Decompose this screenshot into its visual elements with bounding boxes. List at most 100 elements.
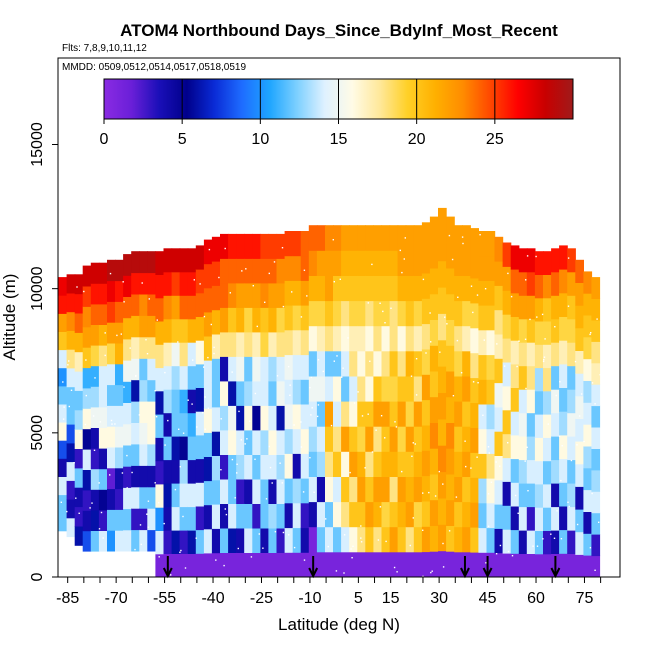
heat-cell (292, 428, 302, 454)
heat-cell (349, 526, 358, 553)
heat-cell (389, 501, 399, 528)
heat-cell (252, 405, 261, 431)
heat-cell (551, 248, 560, 273)
heat-cell (502, 362, 512, 387)
heat-cell (462, 376, 471, 402)
heat-cell (268, 331, 278, 357)
x-axis-ticks: -85 -70 -55 -40 -25 -10 5 15 30 45 60 75 (56, 577, 602, 607)
heat-cell (316, 300, 326, 327)
measurement-dot (371, 263, 373, 266)
heat-cell (486, 231, 496, 257)
measurement-dot (187, 399, 189, 401)
heat-cell (252, 454, 261, 480)
measurement-dot (218, 276, 220, 279)
measurement-dot (250, 556, 253, 558)
measurement-dot (94, 377, 96, 379)
heat-cell (155, 321, 165, 345)
heat-cell (187, 506, 197, 531)
heat-cell (308, 476, 318, 503)
heat-cell (58, 458, 68, 477)
marker-arrow-head (460, 567, 470, 579)
measurement-dot (98, 528, 101, 530)
heat-cell (66, 293, 76, 313)
heat-cell (397, 501, 407, 528)
measurement-dot (527, 490, 529, 492)
heat-cell (333, 250, 342, 276)
heat-cell (462, 275, 471, 302)
measurement-dot (518, 340, 520, 342)
measurement-dot (541, 313, 544, 316)
measurement-dot (146, 513, 148, 515)
heat-cell (252, 430, 261, 455)
heat-cell (74, 429, 84, 449)
heat-cell (526, 483, 536, 508)
heat-cell (66, 461, 76, 481)
heat-cell (502, 266, 512, 291)
x-tick-label: 75 (576, 590, 594, 607)
heat-cell (107, 259, 116, 282)
heat-cell (131, 529, 140, 552)
measurement-dot (265, 498, 268, 500)
heat-cell (195, 292, 205, 317)
heat-cell (171, 506, 181, 531)
measurement-dot (282, 531, 285, 534)
heat-cell (155, 251, 165, 275)
measurement-dot (126, 454, 128, 457)
heat-cell (98, 489, 108, 511)
heat-cell (211, 236, 221, 262)
y-tick-label: 0 (29, 572, 46, 581)
heat-cell (551, 530, 560, 554)
heat-cell (381, 501, 391, 528)
heat-cell (308, 250, 318, 276)
heat-cell (502, 290, 512, 315)
measurement-dot (122, 281, 124, 283)
measurement-dot (425, 352, 427, 354)
measurement-dot (532, 545, 534, 547)
heat-cell (244, 430, 253, 455)
heat-cell (413, 250, 423, 276)
flights-label: Flts: 7,8,9,10,11,12 (62, 43, 147, 54)
heat-cell (591, 469, 601, 492)
heat-cell (405, 250, 415, 276)
measurement-dot (596, 318, 598, 320)
heat-cell (534, 390, 544, 415)
heat-cell (211, 479, 221, 505)
heat-cell (373, 401, 383, 427)
measurement-dot (193, 279, 195, 281)
heat-cell (534, 414, 544, 438)
y-axis-ticks: 0 5000 10000 15000 (29, 122, 58, 581)
heat-cell (316, 551, 326, 578)
heat-cell (147, 529, 156, 552)
measurement-dot (369, 360, 371, 362)
measurement-dot (343, 534, 346, 536)
heat-cell (171, 389, 181, 414)
heat-cell (446, 242, 455, 269)
heat-cell (381, 376, 391, 402)
measurement-dot (567, 257, 570, 259)
heat-cell (502, 505, 512, 530)
heat-cell (454, 501, 463, 528)
measurement-dot (293, 546, 296, 549)
heat-cell (389, 250, 399, 276)
measurement-dot (302, 491, 305, 493)
heat-cell (203, 504, 213, 530)
measurement-dot (174, 488, 177, 491)
heat-cell (341, 250, 350, 276)
heat-cell (510, 387, 520, 412)
measurement-dot (347, 337, 349, 339)
measurement-dot (154, 482, 156, 484)
heat-cell (381, 350, 391, 377)
measurement-dot (335, 570, 338, 572)
heat-cell (486, 404, 496, 430)
heat-cell (429, 396, 439, 423)
heat-cell (147, 294, 156, 316)
heat-cell (438, 313, 447, 341)
heat-cell (591, 512, 601, 535)
heat-cell (551, 342, 560, 367)
heat-cell (551, 365, 560, 390)
heat-cell (211, 431, 221, 456)
heat-cell (325, 275, 334, 302)
heat-cell (284, 527, 294, 553)
measurement-dot (104, 354, 106, 357)
